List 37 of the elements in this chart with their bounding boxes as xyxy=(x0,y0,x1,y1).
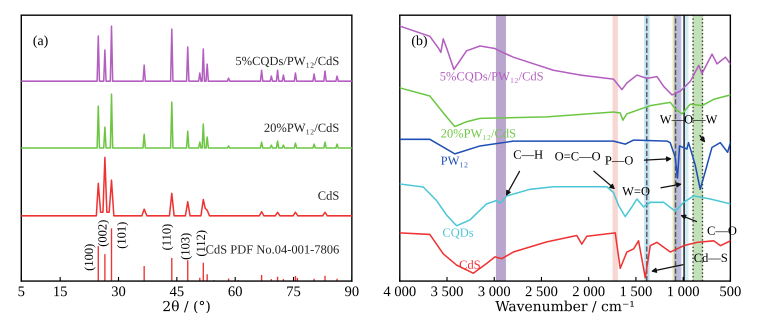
x-tick-label: 1 500 xyxy=(620,286,652,296)
annotation: P—O xyxy=(605,156,633,165)
annotation: C—H xyxy=(514,150,543,159)
x-tick-label: 4 000 xyxy=(384,286,416,296)
series-label: CdS PDF No.04-001-7806 xyxy=(206,244,339,254)
annotation: W=O xyxy=(622,187,650,196)
x-tick-label: 2 500 xyxy=(526,286,558,296)
x-tick-label: 90 xyxy=(345,286,359,296)
x-tick-label: 2 000 xyxy=(572,286,605,296)
x-tick-label: 45 xyxy=(170,286,184,296)
annotation: Cd—S xyxy=(694,253,727,262)
series-label: 20%PW₁₂/CdS xyxy=(264,123,339,134)
annotation: (100) xyxy=(84,244,96,270)
series-label: 20%PW₁₂/CdS xyxy=(441,128,516,140)
x-tick-label: 15 xyxy=(54,286,67,296)
x-tick-label: 1 000 xyxy=(668,286,699,296)
text: (b) xyxy=(412,35,427,48)
x-tick-label: 30 xyxy=(112,286,126,296)
x-tick-label: 3 500 xyxy=(431,286,463,296)
series-label: 5%CQDs/PW₁₂/CdS xyxy=(236,56,339,68)
x-axis-title: 2θ / (°) xyxy=(163,300,210,314)
annotation: (110) xyxy=(162,224,174,250)
text: (a) xyxy=(33,35,48,48)
series-label: PW₁₂ xyxy=(441,156,468,168)
annotation: (103) xyxy=(180,233,192,260)
annotation: (112) xyxy=(196,230,208,256)
series-label: CdS xyxy=(318,191,339,200)
annotation: (101) xyxy=(116,222,128,248)
x-tick-label: 75 xyxy=(287,286,300,296)
series-label: CQDs xyxy=(442,228,474,239)
annotation: O=C—O xyxy=(555,152,600,160)
x-tick-label: 5 xyxy=(18,286,24,296)
x-tick-label: 60 xyxy=(228,286,242,296)
annotation: (002) xyxy=(98,220,110,246)
x-tick-label: 3 000 xyxy=(478,286,510,296)
x-tick-label: 500 xyxy=(720,286,741,296)
x-axis-title: Wavenumber / cm⁻¹ xyxy=(495,300,634,312)
